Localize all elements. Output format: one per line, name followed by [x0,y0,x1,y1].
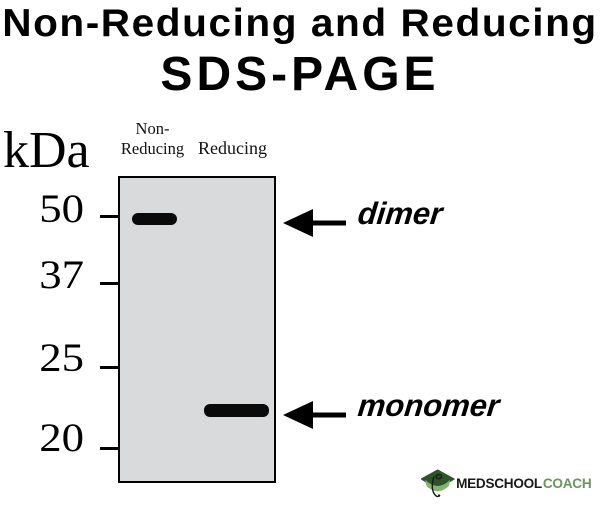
svg-text:COACH: COACH [543,476,591,491]
svg-text:MEDSCHOOL: MEDSCHOOL [456,476,542,491]
